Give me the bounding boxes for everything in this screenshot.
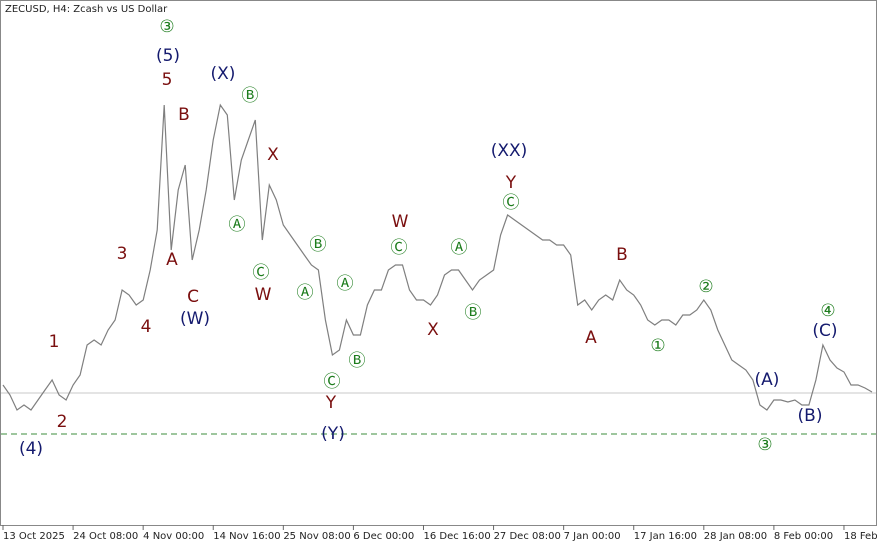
wave-label: Ⓑ — [242, 86, 259, 106]
x-tick-label: 24 Oct 08:00 — [73, 531, 138, 542]
wave-label: Y — [505, 173, 517, 193]
wave-label: ④ — [820, 301, 835, 321]
wave-label: (4) — [19, 439, 43, 459]
wave-label: Y — [325, 393, 337, 413]
wave-label: W — [255, 285, 272, 305]
wave-label: (W) — [180, 309, 210, 329]
wave-label: B — [616, 245, 628, 265]
wave-label: (XX) — [491, 141, 528, 161]
wave-label: Ⓑ — [349, 351, 366, 371]
x-tick-label: 13 Oct 2025 — [3, 531, 65, 542]
wave-label: 5 — [162, 70, 173, 90]
wave-label: X — [427, 320, 439, 340]
wave-label: A — [585, 328, 597, 348]
wave-label: C — [187, 287, 199, 307]
wave-label: (B) — [798, 406, 823, 426]
wave-label: X — [267, 145, 279, 165]
x-tick-label: 8 Feb 00:00 — [774, 531, 833, 542]
x-tick-label: 7 Jan 00:00 — [564, 531, 621, 542]
x-tick-label: 14 Nov 16:00 — [213, 531, 280, 542]
price-line — [2, 103, 873, 411]
x-tick-label: 25 Nov 08:00 — [283, 531, 350, 542]
wave-label: Ⓐ — [229, 215, 246, 235]
x-tick-label: 16 Dec 16:00 — [423, 531, 490, 542]
wave-label: Ⓑ — [465, 303, 482, 323]
wave-label: (5) — [156, 46, 180, 66]
wave-label: Ⓒ — [391, 238, 408, 258]
wave-label: Ⓐ — [297, 283, 314, 303]
wave-label: (X) — [211, 64, 236, 84]
wave-label: Ⓑ — [310, 235, 327, 255]
wave-label: (C) — [812, 321, 837, 341]
x-tick-label: 27 Dec 08:00 — [494, 531, 561, 542]
x-tick-label: 6 Dec 00:00 — [353, 531, 414, 542]
wave-label: (Y) — [321, 424, 345, 444]
wave-label: ③ — [757, 435, 772, 455]
wave-label: W — [392, 212, 409, 232]
plot-frame — [0, 0, 877, 526]
chart-title: ZECUSD, H4: Zcash vs US Dollar — [5, 4, 168, 15]
wave-label: Ⓒ — [324, 372, 341, 392]
wave-label: 2 — [57, 412, 68, 432]
x-tick-label: 18 Feb — [844, 531, 877, 542]
wave-label: A — [166, 250, 178, 270]
wave-label: ② — [698, 277, 713, 297]
x-tick-label: 17 Jan 16:00 — [634, 531, 697, 542]
x-tick-label: 4 Nov 00:00 — [143, 531, 204, 542]
wave-label: Ⓒ — [503, 193, 520, 213]
wave-label: Ⓐ — [451, 238, 468, 258]
wave-label: B — [178, 105, 190, 125]
wave-label: Ⓒ — [253, 263, 270, 283]
wave-label: ① — [650, 336, 665, 356]
wave-label: 1 — [49, 332, 60, 352]
wave-label: Ⓐ — [337, 274, 354, 294]
wave-label: (A) — [755, 370, 780, 390]
wave-label: 3 — [117, 244, 128, 264]
x-tick-label: 28 Jan 08:00 — [704, 531, 767, 542]
wave-label: 4 — [141, 317, 152, 337]
wave-label: ③ — [159, 17, 174, 37]
